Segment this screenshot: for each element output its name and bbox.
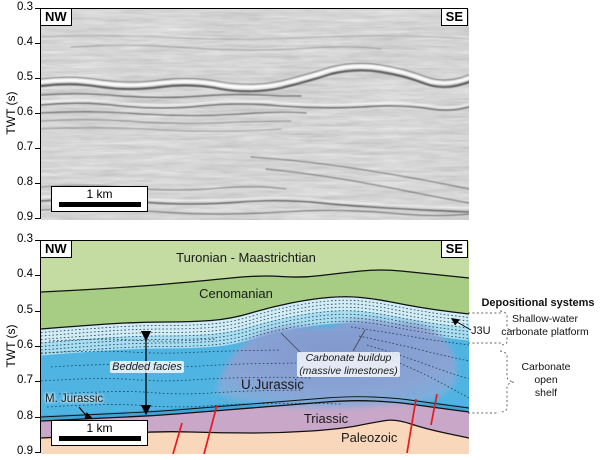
corner-label-nw: NW <box>40 8 72 26</box>
axis-tick-mark <box>35 217 40 219</box>
axis-tick-mark <box>35 274 40 276</box>
axis-tick-mark <box>35 7 40 9</box>
axis-tick-label: 0.7 <box>17 374 33 386</box>
legend-title: Depositional systems <box>481 297 595 309</box>
unit-label-triassic: Triassic <box>303 411 349 426</box>
axis-tick-mark <box>35 345 40 347</box>
corner-label-se: SE <box>440 8 468 26</box>
seismic-panel: NW SE 1 km <box>40 8 469 220</box>
unit-label-cenomanian: Cenomanian <box>199 286 273 301</box>
interpretation-panel: NW SE 1 km Turonian - Maastrichtian Ceno… <box>40 240 469 454</box>
axis-tick-label: 0.3 <box>17 1 33 13</box>
scalebar-bar <box>59 436 141 441</box>
unit-label-u-jurassic: U.Jurassic <box>241 377 305 392</box>
scalebar-bar <box>59 202 141 207</box>
carbonate-buildup-label: Carbonate buildup (massive limestones) <box>297 352 400 377</box>
axis-tick-label: 0.5 <box>17 71 33 83</box>
axis-tick-mark <box>35 42 40 44</box>
unit-label-m-jurassic: M. Jurassic <box>45 393 104 405</box>
fault-lines <box>172 393 438 454</box>
axis-tick-label: 0.3 <box>17 233 33 245</box>
axis-tick-label: 0.6 <box>17 106 33 118</box>
axis-tick-label: 0.6 <box>17 339 33 351</box>
scalebar: 1 km <box>51 186 148 212</box>
scalebar: 1 km <box>51 420 148 446</box>
scalebar-label: 1 km <box>86 187 113 201</box>
seismic-image <box>41 9 469 220</box>
axis-tick-label: 0.8 <box>17 176 33 188</box>
axis-tick-mark <box>35 77 40 79</box>
corner-label-nw: NW <box>40 240 72 258</box>
corner-label-se: SE <box>440 240 468 258</box>
legend-item-shallow-water: Shallow-water carbonate platform <box>501 313 589 338</box>
axis-tick-mark <box>35 239 40 241</box>
axis-tick-mark <box>35 451 40 453</box>
annotation-arrows <box>78 329 366 420</box>
m-jurassic-arrow-icon <box>78 406 93 420</box>
bedded-facies-label: Bedded facies <box>110 361 184 373</box>
buildup-leader-right <box>352 329 366 352</box>
axis-tick-label: 0.4 <box>17 268 33 280</box>
axis-tick-label: 0.5 <box>17 304 33 316</box>
legend-item-open-shelf: Carbonate open shelf <box>521 361 571 399</box>
axis-tick-mark <box>35 380 40 382</box>
axis-tick-label: 0.4 <box>17 36 33 48</box>
axis-tick-label: 0.7 <box>17 141 33 153</box>
axis-tick-mark <box>35 416 40 418</box>
axis-tick-mark <box>35 147 40 149</box>
turonian-unit <box>41 241 469 292</box>
axis-tick-mark <box>35 310 40 312</box>
scalebar-label: 1 km <box>86 421 113 435</box>
unit-label-paleozoic: Paleozoic <box>341 430 398 445</box>
seismic-reflectors <box>41 35 469 217</box>
horizon-lines <box>41 269 469 439</box>
axis-tick-mark <box>35 182 40 184</box>
unit-label-turonian: Turonian - Maastrichtian <box>176 250 316 265</box>
axis-tick-mark <box>35 112 40 114</box>
buildup-leader-left <box>280 332 302 354</box>
axis-tick-label: 0.8 <box>17 410 33 422</box>
axis-tick-label: 0.9 <box>17 211 33 223</box>
j3u-label: J3U <box>471 325 491 337</box>
axis-tick-label: 0.9 <box>17 445 33 457</box>
